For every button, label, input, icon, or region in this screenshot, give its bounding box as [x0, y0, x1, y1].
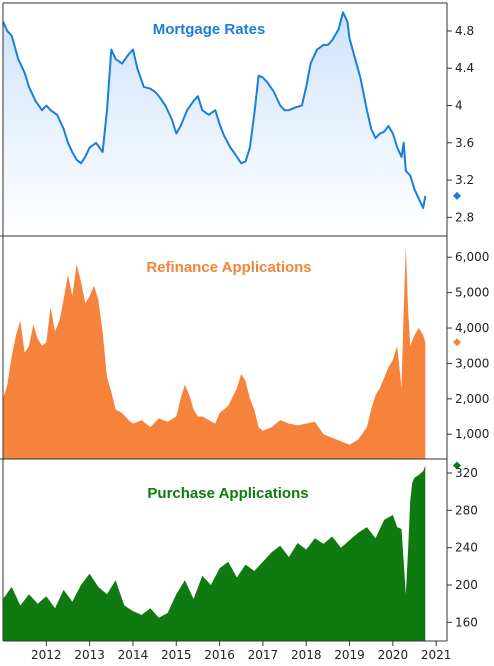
mortgage-rates-y-tick-label: 4.4 — [455, 61, 474, 75]
x-tick-label: 2021 — [421, 648, 452, 661]
mortgage-rates-y-tick-label: 2.8 — [455, 210, 474, 224]
refinance-applications-title: Refinance Applications — [146, 259, 311, 276]
purchase-applications-last-value-marker — [453, 461, 461, 470]
x-tick-label: 2020 — [378, 648, 409, 661]
refinance-applications-y-tick-label: 3,000 — [455, 356, 489, 370]
purchase-applications-y-tick-label: 200 — [455, 578, 478, 592]
purchase-applications-title: Purchase Applications — [147, 485, 308, 502]
mortgage-rates-line — [2, 11, 427, 209]
purchase-applications-y-tick-label: 320 — [455, 466, 478, 480]
x-tick-label: 2012 — [31, 648, 62, 661]
purchase-applications-y-tick-label: 160 — [455, 615, 478, 629]
x-tick-label: 2016 — [204, 648, 235, 661]
mortgage-rates-area — [3, 12, 426, 236]
mortgage-rates-y-tick-label: 3.6 — [455, 136, 474, 150]
mortgage-rates-y-tick-label: 4.8 — [455, 24, 474, 38]
x-tick-label: 2018 — [291, 648, 322, 661]
refinance-applications-last-value-marker — [453, 338, 461, 347]
mortgage-rates-title: Mortgage Rates — [153, 21, 266, 38]
x-tick-label: 2015 — [161, 648, 192, 661]
x-tick-label: 2014 — [118, 648, 149, 661]
x-tick-label: 2013 — [74, 648, 105, 661]
purchase-applications-area — [3, 465, 426, 641]
refinance-applications-area — [3, 246, 426, 459]
refinance-applications-y-tick-label: 4,000 — [455, 321, 489, 335]
mortgage-rates-last-value-marker — [453, 191, 461, 200]
mortgage-rates-y-tick-label: 3.2 — [455, 173, 474, 187]
purchase-applications-y-tick-label: 280 — [455, 503, 478, 517]
x-tick-label: 2017 — [248, 648, 279, 661]
x-tick-label: 2019 — [334, 648, 365, 661]
refinance-applications-y-tick-label: 5,000 — [455, 286, 489, 300]
mortgage-rates-y-tick-label: 4 — [455, 99, 463, 113]
refinance-applications-y-tick-label: 2,000 — [455, 392, 489, 406]
refinance-applications-y-tick-label: 6,000 — [455, 250, 489, 264]
purchase-applications-y-tick-label: 240 — [455, 541, 478, 555]
refinance-applications-y-tick-label: 1,000 — [455, 427, 489, 441]
